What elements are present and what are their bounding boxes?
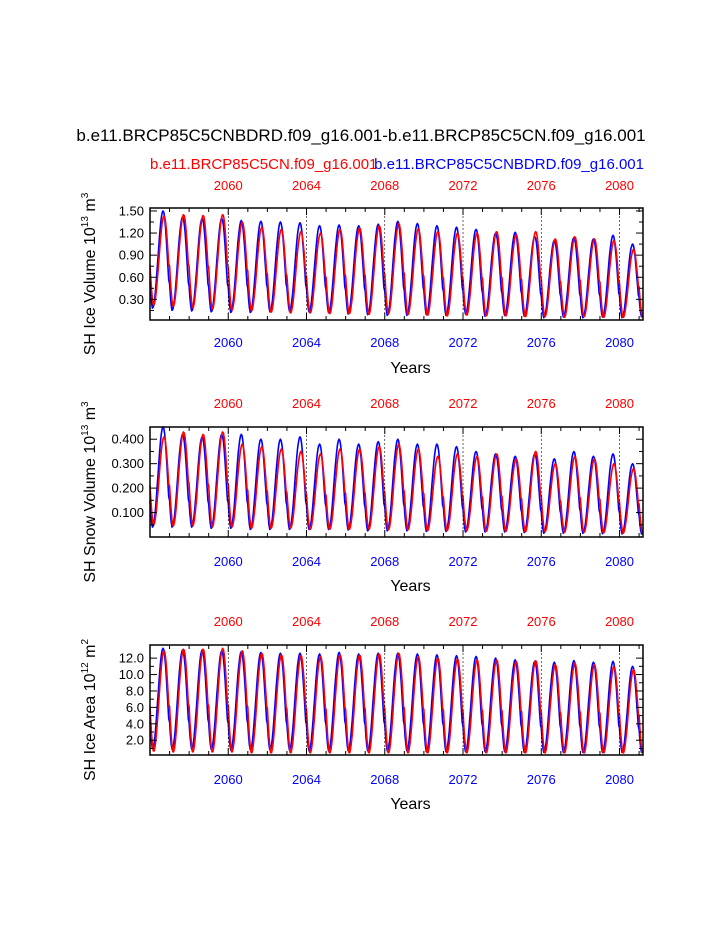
- y-axis-label: SH Snow Volume 1013 m3: [80, 401, 99, 583]
- x-tick-label-bottom: 2064: [292, 772, 321, 787]
- y-tick-label: 1.50: [119, 203, 144, 218]
- x-tick-label-top: 2060: [214, 396, 243, 411]
- y-axis-label: SH Ice Volume 1013 m3: [80, 192, 99, 355]
- y-axis-label-text: SH Ice Area 10: [82, 673, 99, 781]
- y-axis-label-exponent: 3: [80, 401, 91, 407]
- series-line-blue: [149, 210, 643, 319]
- legend-label-red: b.e11.BRCP85C5CN.f09_g16.001: [150, 156, 377, 173]
- series-line-red: [149, 213, 644, 319]
- x-tick-label-bottom: 2080: [605, 335, 634, 350]
- x-tick-label-bottom: 2060: [214, 335, 243, 350]
- y-axis-label-text: SH Snow Volume 10: [82, 436, 99, 583]
- y-axis-label-exponent: 13: [80, 216, 91, 228]
- ice-area-panel: 2.0 4.06.0 8.010.012.0 2060 2060 2064 2064 2068…: [80, 614, 644, 813]
- x-tick-label-top: 2072: [449, 178, 478, 193]
- x-tick-label-top: 2060: [214, 614, 243, 629]
- x-tick-label-bottom: 2076: [527, 554, 556, 569]
- y-axis-label: SH Ice Area 1012 m2: [80, 639, 99, 782]
- y-tick-label: 6.0: [126, 700, 144, 715]
- x-axis-label: Years: [390, 360, 430, 377]
- x-tick-label-bottom: 2068: [370, 772, 399, 787]
- x-tick-label-top: 2064: [292, 178, 321, 193]
- series-line-red: [149, 647, 644, 754]
- plot-frame: [149, 426, 644, 538]
- plot-frame: [149, 207, 644, 321]
- x-tick-label-top: 2068: [370, 396, 399, 411]
- y-axis-label-exponent: 2: [80, 639, 91, 645]
- x-tick-label-top: 2068: [370, 178, 399, 193]
- x-tick-label-bottom: 2076: [527, 772, 556, 787]
- y-tick-label: 0.200: [111, 481, 144, 496]
- y-tick-label: 1.20: [119, 226, 144, 241]
- y-tick-label: 0.100: [111, 505, 144, 520]
- x-tick-label-top: 2076: [527, 178, 556, 193]
- series-line-blue: [149, 647, 643, 754]
- x-tick-label-top: 2064: [292, 614, 321, 629]
- y-tick-label: 0.400: [111, 432, 144, 447]
- x-tick-label-top: 2080: [605, 178, 634, 193]
- ice-volume-panel: 0.30 0.60 0.90 1.20 1.50 2060 2060 2064 2064 2068…: [80, 178, 644, 377]
- x-tick-label-bottom: 2080: [605, 772, 634, 787]
- series-line-red: [149, 431, 644, 534]
- figure-title: b.e11.BRCP85C5CNBDRD.f09_g16.001-b.e11.B…: [76, 126, 645, 145]
- y-tick-label: 8.0: [126, 683, 144, 698]
- y-axis-label-text: SH Ice Volume 10: [82, 227, 99, 355]
- x-tick-label-bottom: 2072: [449, 554, 478, 569]
- y-axis-label-exponent: 3: [80, 192, 91, 198]
- x-tick-label-top: 2060: [214, 178, 243, 193]
- x-tick-label-top: 2080: [605, 614, 634, 629]
- x-tick-label-top: 2076: [527, 614, 556, 629]
- y-axis-label-text: m: [82, 407, 99, 425]
- y-axis-label-exponent: 12: [80, 662, 91, 674]
- x-tick-label-top: 2072: [449, 614, 478, 629]
- y-tick-label: 0.90: [119, 248, 144, 263]
- y-tick-label: 10.0: [119, 667, 144, 682]
- y-tick-label: 0.60: [119, 270, 144, 285]
- x-tick-label-bottom: 2076: [527, 335, 556, 350]
- y-axis-label-text: m: [82, 198, 99, 216]
- x-tick-label-bottom: 2060: [214, 772, 243, 787]
- y-tick-label: 0.300: [111, 456, 144, 471]
- y-tick-label: 4.0: [126, 716, 144, 731]
- x-tick-label-bottom: 2068: [370, 335, 399, 350]
- x-tick-label-bottom: 2072: [449, 335, 478, 350]
- x-tick-label-bottom: 2060: [214, 554, 243, 569]
- series-line-blue: [149, 426, 643, 535]
- x-tick-label-top: 2080: [605, 396, 634, 411]
- y-tick-label: 2.0: [126, 733, 144, 748]
- y-tick-label: 12.0: [119, 651, 144, 666]
- x-tick-label-bottom: 2068: [370, 554, 399, 569]
- x-tick-label-top: 2064: [292, 396, 321, 411]
- x-axis-label: Years: [390, 578, 430, 595]
- x-tick-label-top: 2076: [527, 396, 556, 411]
- y-tick-label: 0.30: [119, 292, 144, 307]
- x-tick-label-bottom: 2064: [292, 335, 321, 350]
- x-tick-label-bottom: 2080: [605, 554, 634, 569]
- x-axis-label: Years: [390, 796, 430, 813]
- x-tick-label-top: 2072: [449, 396, 478, 411]
- x-tick-label-bottom: 2064: [292, 554, 321, 569]
- legend-label-blue: b.e11.BRCP85C5CNBDRD.f09_g16.001: [374, 156, 644, 173]
- x-tick-label-bottom: 2072: [449, 772, 478, 787]
- y-axis-label-text: m: [82, 645, 99, 663]
- x-tick-label-top: 2068: [370, 614, 399, 629]
- snow-volume-panel: 0.100 0.200 0.300 0.400 2060 2060 2064 2064 2068…: [80, 396, 644, 595]
- plot-frame: [149, 644, 644, 756]
- y-axis-label-exponent: 13: [80, 424, 91, 436]
